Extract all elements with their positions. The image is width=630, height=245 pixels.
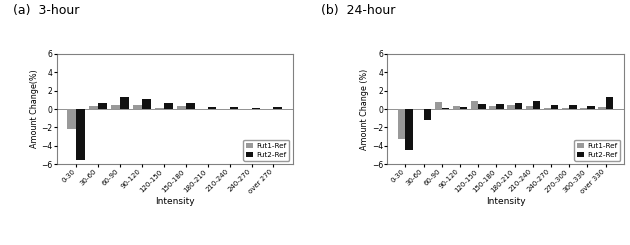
Bar	[515, 103, 522, 109]
Bar	[142, 99, 151, 109]
Bar	[588, 106, 595, 109]
Bar	[496, 104, 504, 109]
Bar	[186, 103, 195, 109]
Legend: Fut1-Ref, Fut2-Ref: Fut1-Ref, Fut2-Ref	[243, 140, 289, 160]
Bar	[471, 101, 478, 109]
X-axis label: Intensity: Intensity	[155, 197, 195, 206]
Bar	[177, 106, 186, 109]
Bar	[416, 109, 423, 110]
Bar	[67, 109, 76, 129]
Bar	[164, 103, 173, 109]
Bar	[406, 109, 413, 150]
Bar	[208, 107, 217, 109]
Bar	[251, 108, 260, 109]
X-axis label: Intensity: Intensity	[486, 197, 525, 207]
Bar	[442, 108, 449, 109]
Bar	[112, 105, 120, 109]
Bar	[133, 105, 142, 109]
Legend: Fut1-Ref, Fut2-Ref: Fut1-Ref, Fut2-Ref	[574, 140, 620, 160]
Bar	[155, 108, 164, 109]
Bar	[453, 106, 460, 109]
Bar	[605, 97, 613, 109]
Bar	[273, 107, 282, 109]
Bar	[120, 97, 129, 109]
Y-axis label: Amount Change(%): Amount Change(%)	[30, 70, 38, 148]
Text: (b)  24-hour: (b) 24-hour	[321, 4, 396, 17]
Bar	[89, 106, 98, 109]
Bar	[544, 108, 551, 109]
Bar	[460, 107, 467, 109]
Bar	[76, 109, 85, 159]
Bar	[478, 104, 486, 109]
Bar	[489, 106, 496, 109]
Bar	[435, 102, 442, 109]
Bar	[562, 108, 570, 109]
Bar	[525, 106, 533, 109]
Bar	[570, 105, 576, 109]
Bar	[533, 101, 540, 109]
Y-axis label: Amount Change (%): Amount Change (%)	[360, 68, 369, 150]
Bar	[507, 105, 515, 109]
Bar	[551, 105, 558, 109]
Bar	[398, 109, 406, 139]
Bar	[598, 107, 605, 109]
Text: (a)  3-hour: (a) 3-hour	[13, 4, 79, 17]
Bar	[423, 109, 431, 120]
Bar	[229, 107, 238, 109]
Bar	[98, 103, 107, 109]
Bar	[580, 108, 588, 109]
